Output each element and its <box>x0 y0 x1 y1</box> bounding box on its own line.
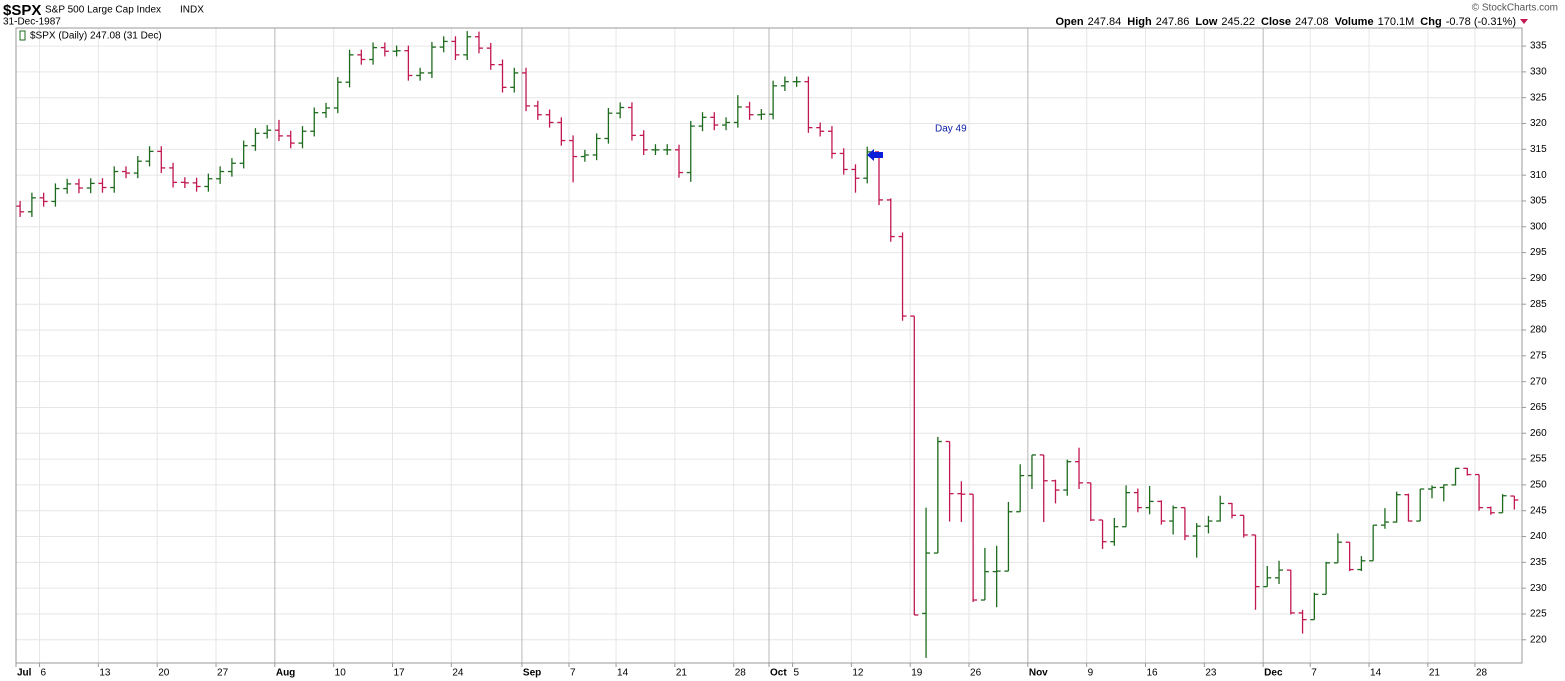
y-tick-label: 295 <box>1530 247 1547 258</box>
y-tick-label: 330 <box>1530 67 1547 78</box>
y-tick-label: 305 <box>1530 196 1547 207</box>
x-tick-label: 21 <box>1429 668 1441 679</box>
symbol: $SPX <box>3 2 41 19</box>
y-tick-label: 275 <box>1530 350 1547 361</box>
legend-icon <box>19 30 26 41</box>
y-tick-label: 220 <box>1530 634 1547 645</box>
y-tick-label: 235 <box>1530 557 1547 568</box>
x-tick-label: Nov <box>1029 668 1048 679</box>
y-tick-label: 335 <box>1530 41 1547 52</box>
y-tick-label: 280 <box>1530 325 1547 336</box>
quote-label: Chg <box>1420 16 1441 28</box>
x-tick-label: 14 <box>617 668 629 679</box>
x-tick-label: 16 <box>1147 668 1159 679</box>
quote-label: Close <box>1261 16 1291 28</box>
quote-label: Open <box>1056 16 1084 28</box>
quote-value: 245.22 <box>1221 16 1255 28</box>
annotation: Day 49 <box>935 124 967 135</box>
quote-label: High <box>1127 16 1152 28</box>
y-tick-label: 230 <box>1530 583 1547 594</box>
x-tick-label: 23 <box>1205 668 1217 679</box>
chart-date: 31-Dec-1987 <box>3 17 61 28</box>
plot-area <box>15 28 1522 663</box>
x-tick-label: 7 <box>1311 668 1317 679</box>
x-tick-label: Jul <box>17 668 32 679</box>
arrow-marker <box>867 149 883 161</box>
x-tick-label: 13 <box>99 668 111 679</box>
x-tick-label: Sep <box>523 668 541 679</box>
quote-value: -0.78 (-0.31%) <box>1446 16 1516 28</box>
y-tick-label: 270 <box>1530 376 1547 387</box>
y-tick-label: 320 <box>1530 118 1547 129</box>
y-tick-label: 250 <box>1530 480 1547 491</box>
y-tick-label: 285 <box>1530 299 1547 310</box>
x-tick-label: 10 <box>335 668 347 679</box>
y-tick-label: 225 <box>1530 609 1547 620</box>
credit: © StockCharts.com <box>1472 3 1558 14</box>
y-tick-label: 325 <box>1530 92 1547 103</box>
y-tick-label: 255 <box>1530 454 1547 465</box>
y-tick-label: 260 <box>1530 428 1547 439</box>
x-tick-label: Aug <box>276 668 295 679</box>
x-tick-label: 5 <box>794 668 800 679</box>
y-tick-label: 300 <box>1530 221 1547 232</box>
x-tick-label: 14 <box>1370 668 1382 679</box>
x-tick-label: 28 <box>735 668 747 679</box>
index-name: S&P 500 Large Cap Index <box>45 5 161 16</box>
x-tick-label: 12 <box>852 668 864 679</box>
y-tick-label: 265 <box>1530 402 1547 413</box>
legend-entry: $SPX (Daily) 247.08 (31 Dec) <box>30 31 162 42</box>
x-tick-label: 17 <box>394 668 406 679</box>
x-tick-label: Dec <box>1264 668 1283 679</box>
x-tick-label: 19 <box>911 668 923 679</box>
quote-line: Open 247.84 High 247.86 Low 245.22 Close 247.08… <box>1056 16 1517 28</box>
x-tick-label: 6 <box>41 668 47 679</box>
quote-value: 247.08 <box>1295 16 1329 28</box>
x-tick-label: 26 <box>970 668 982 679</box>
x-tick-label: 9 <box>1088 668 1094 679</box>
x-tick-label: 27 <box>217 668 229 679</box>
y-tick-label: 290 <box>1530 273 1547 284</box>
quote-value: 247.86 <box>1156 16 1190 28</box>
x-tick-label: 28 <box>1476 668 1488 679</box>
quote-label: Low <box>1195 16 1217 28</box>
change-arrow <box>1520 19 1528 24</box>
y-tick-label: 240 <box>1530 531 1547 542</box>
x-tick-label: 7 <box>570 668 576 679</box>
quote-value: 170.1M <box>1378 16 1415 28</box>
quote-value: 247.84 <box>1088 16 1122 28</box>
y-tick-label: 315 <box>1530 144 1547 155</box>
exchange: INDX <box>180 5 204 16</box>
x-tick-label: 20 <box>158 668 170 679</box>
y-tick-label: 310 <box>1530 170 1547 181</box>
y-tick-label: 245 <box>1530 505 1547 516</box>
quote-label: Volume <box>1335 16 1374 28</box>
x-tick-label: 21 <box>676 668 688 679</box>
x-tick-label: Oct <box>770 668 787 679</box>
x-tick-label: 24 <box>452 668 464 679</box>
